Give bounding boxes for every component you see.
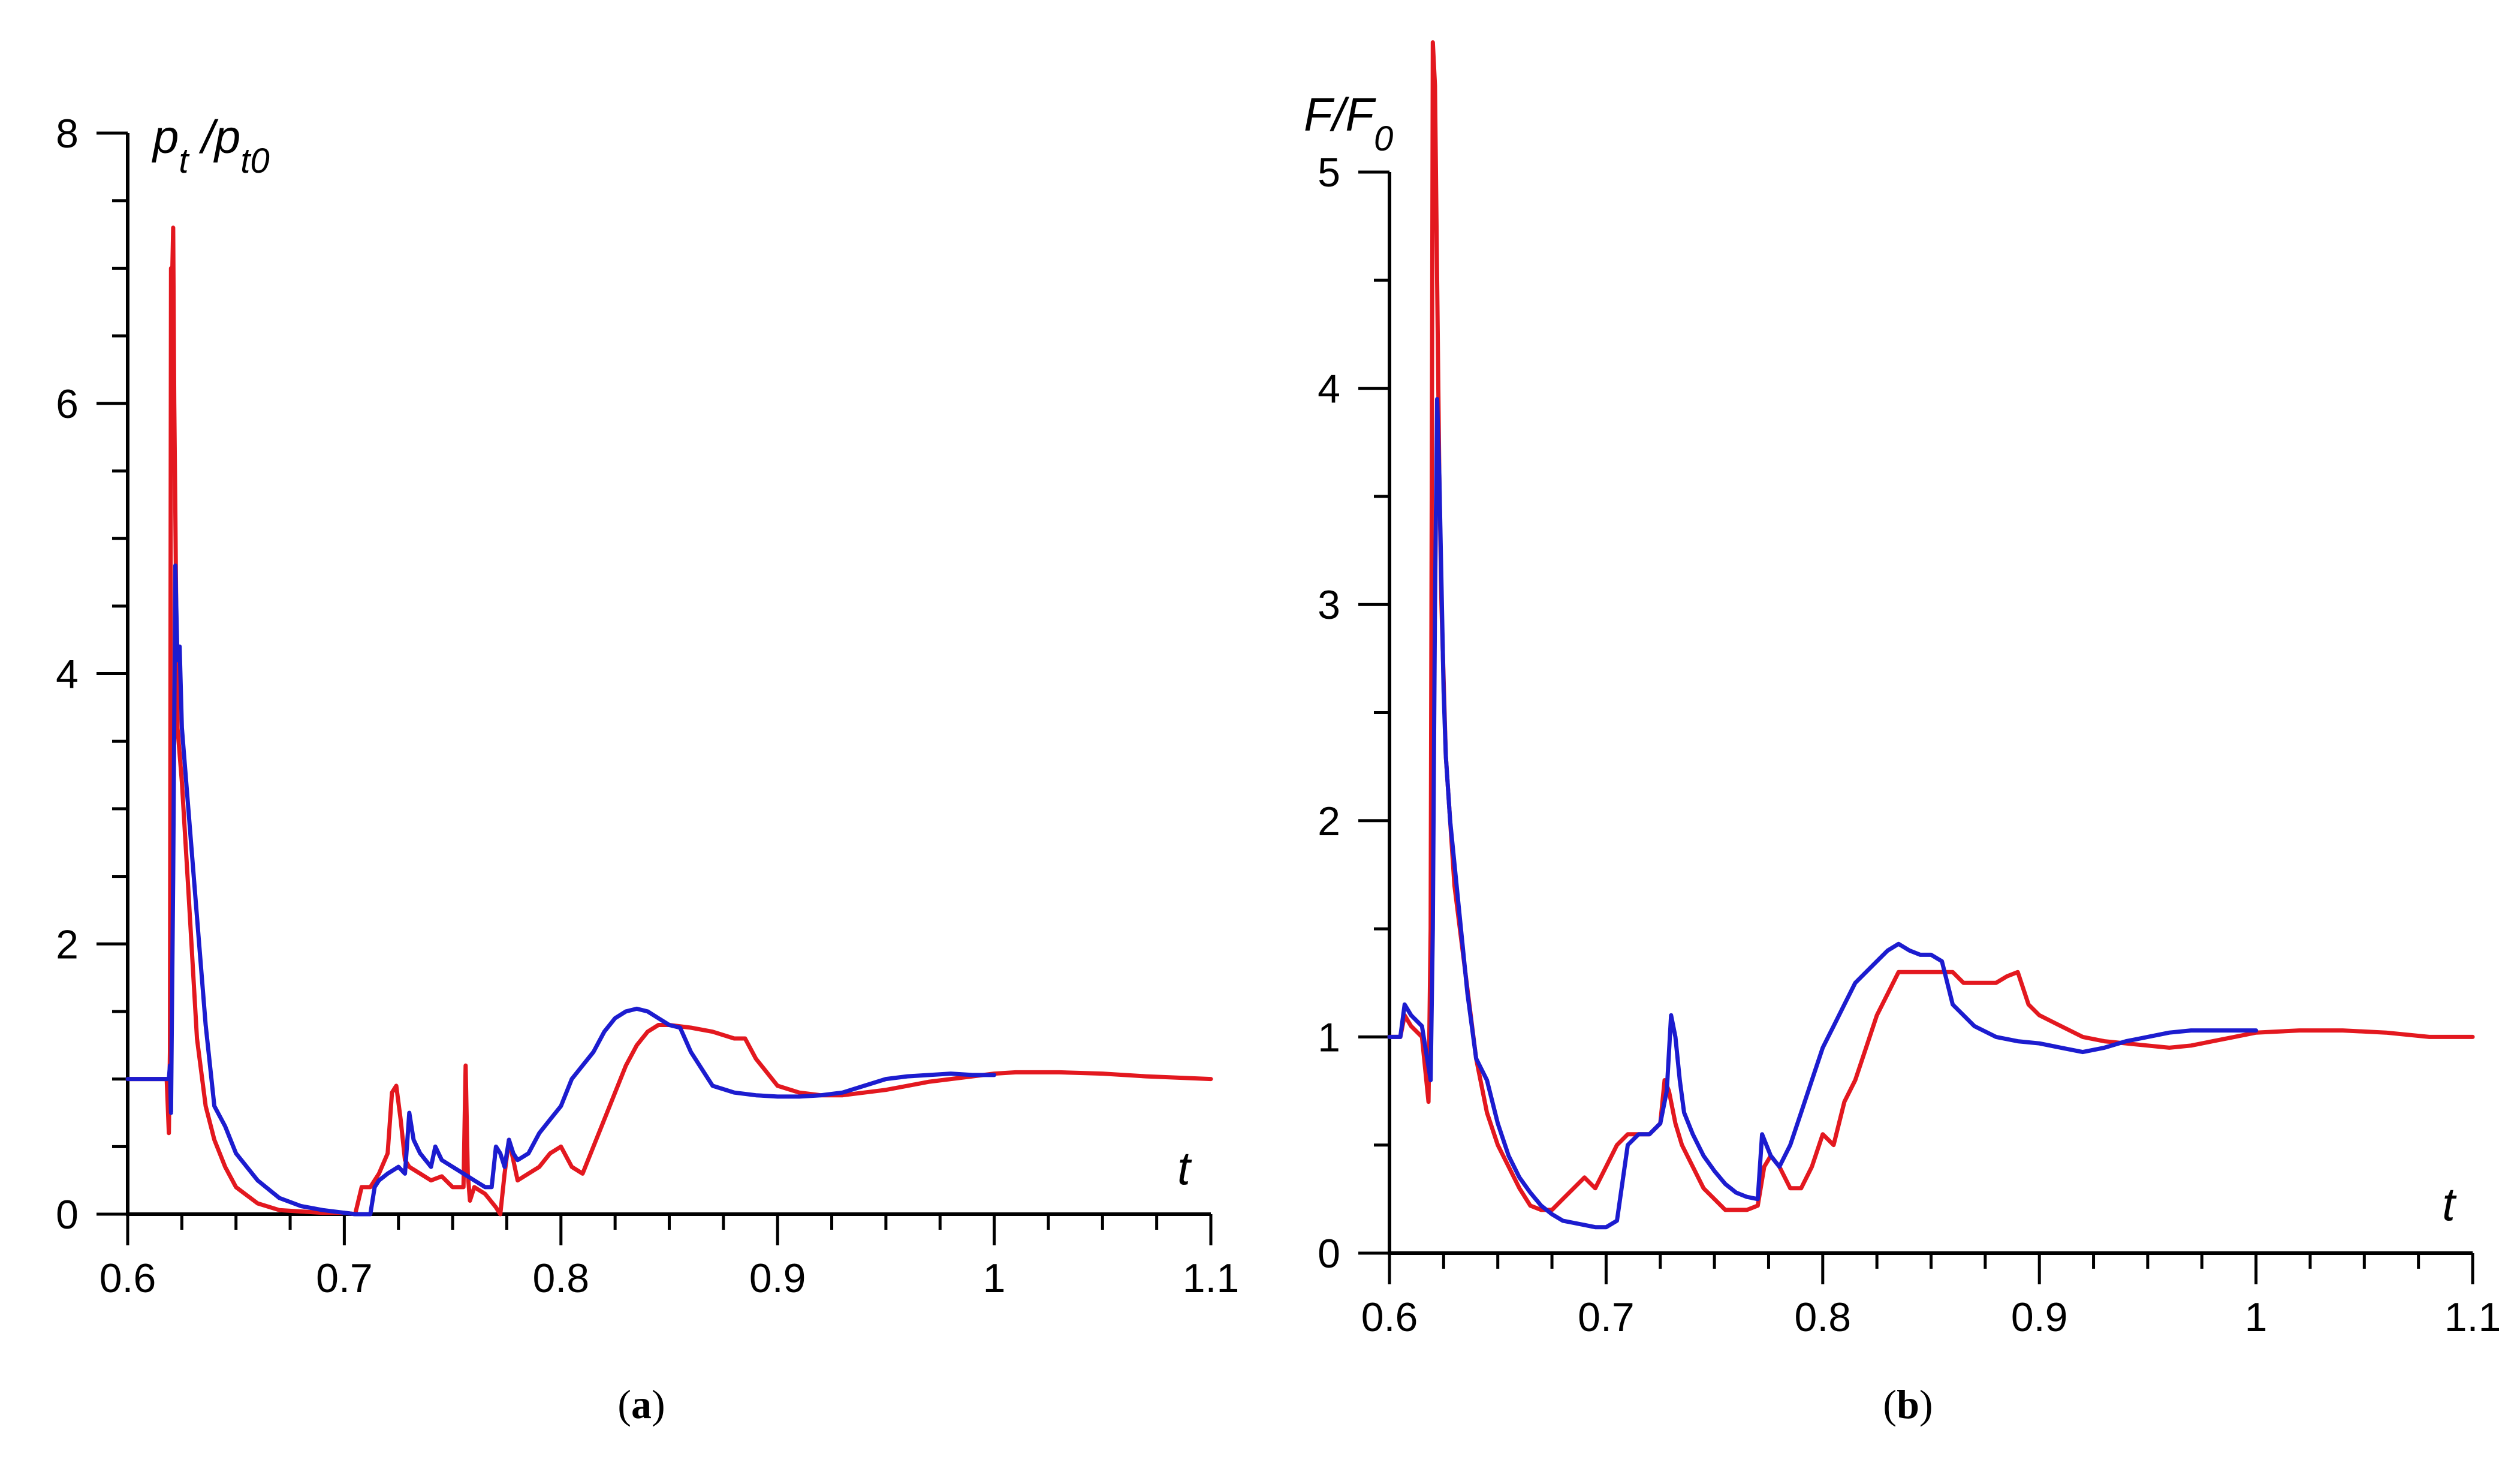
x-tick-label: 0.7 (316, 1256, 373, 1301)
x-tick-label: 0.9 (2011, 1295, 2068, 1340)
chart-panel-b: 0.6 0.7 0.8 0.9 1 1.1 0 1 2 3 4 5F/F0 t (b) (1304, 40, 2501, 1427)
panel-caption: (b) (1883, 1381, 1933, 1427)
x-tick-label: 1.1 (2444, 1295, 2501, 1340)
series-line-blue (1387, 397, 2259, 1230)
y-tick-label: 6 (56, 381, 79, 427)
panel-caption: (a) (617, 1381, 665, 1427)
y-axis-label: F/F0 (1304, 88, 1393, 158)
series-line-blue (125, 563, 997, 1217)
y-tick-label: 0 (1318, 1231, 1340, 1277)
x-tick-label: 1.1 (1183, 1256, 1240, 1301)
x-tick-label: 0.9 (749, 1256, 806, 1301)
y-tick-label: 8 (56, 111, 79, 156)
x-tick-label: 0.7 (1578, 1295, 1635, 1340)
y-tick-label: 0 (56, 1192, 79, 1238)
y-tick-label: 2 (1318, 799, 1340, 844)
series-line-red (125, 225, 1213, 1217)
x-tick-label: 0.6 (1361, 1295, 1418, 1340)
x-tick-label: 0.6 (100, 1256, 156, 1301)
y-tick-label: 3 (1318, 582, 1340, 628)
y-tick-label: 1 (1318, 1015, 1340, 1060)
x-tick-label: 1 (2245, 1295, 2268, 1340)
x-tick-label: 0.8 (533, 1256, 590, 1301)
series-line-red (1387, 40, 2475, 1212)
x-tick-label: 1 (983, 1256, 1006, 1301)
y-tick-label: 2 (56, 922, 79, 967)
x-axis-label: t (1177, 1142, 1192, 1194)
y-tick-label: 4 (1318, 366, 1340, 412)
y-tick-label: 4 (56, 652, 79, 697)
x-tick-label: 0.8 (1795, 1295, 1852, 1340)
y-axis-label: pt /pt0 (152, 110, 270, 180)
y-tick-label: 5 (1318, 150, 1340, 195)
x-axis-label: t (2442, 1178, 2457, 1230)
chart-panel-a: 0.6 0.7 0.8 0.9 1 1.1 0 2 4 6 8 pt /pt0 t (a) (56, 110, 1239, 1427)
